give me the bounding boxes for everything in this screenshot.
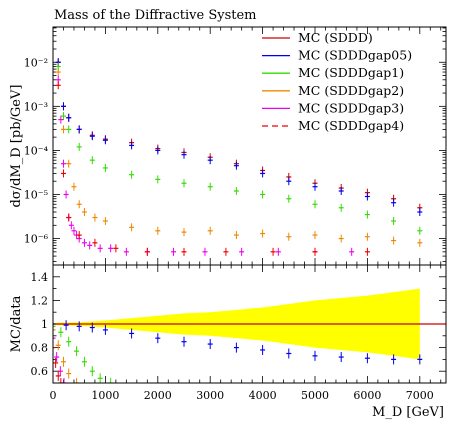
ratio-y-tick-labels: 0.6 0.8 1 1.2 1.4: [31, 271, 49, 378]
main-y-axis-label: dσ/dM_D [pb/GeV]: [9, 85, 24, 208]
x-tick-label: 2000: [144, 389, 172, 402]
series-mc-sddd-: [55, 58, 423, 212]
ratio-y-tick-label: 1.2: [31, 294, 49, 307]
ratio-y-axis-label: MC/data: [9, 295, 24, 352]
series-mc-sdddgap2-: [55, 68, 423, 247]
ratio-y-tick-label: 1.4: [31, 271, 49, 284]
x-tick-label: 3000: [196, 389, 224, 402]
ratio-series: [53, 319, 446, 383]
x-axis-label: M_D [GeV]: [372, 405, 444, 420]
series-mc-sdddgap4-: [55, 81, 370, 256]
y-tick-label: 10⁻⁶: [24, 233, 49, 246]
ratio-y-tick-label: 0.6: [31, 365, 49, 378]
y-tick-label: 10⁻⁵: [24, 188, 48, 201]
legend-label: MC (SDDDgap1): [298, 65, 404, 80]
ratio-plot-frame: [52, 264, 447, 384]
x-tick-label: 5000: [301, 389, 329, 402]
y-tick-label: 10⁻³: [24, 100, 48, 113]
chart-title: Mass of the Diffractive System: [54, 8, 257, 23]
legend-label: MC (SDDDgap3): [298, 100, 404, 115]
series-mc-sdddgap05-: [55, 58, 423, 217]
ratio-y-tick-label: 1: [41, 318, 48, 331]
x-tick-label: 1000: [91, 389, 119, 402]
series-mc-sdddgap1-: [55, 62, 423, 235]
legend: MC (SDDD) MC (SDDDgap05) MC (SDDDgap1) MC (…: [262, 30, 412, 133]
legend-label: MC (SDDDgap2): [298, 83, 404, 98]
ratio-mc-sdddgap1-: [53, 321, 114, 383]
ratio-mc-sdddgap2-: [53, 324, 80, 383]
x-tick-label: 4000: [249, 389, 277, 402]
main-y-tick-labels: 10⁻² 10⁻³ 10⁻⁴ 10⁻⁵ 10⁻⁶: [24, 56, 49, 245]
main-plot-series: [55, 58, 423, 256]
ratio-mc-sdddgap4-: [53, 342, 64, 383]
y-tick-label: 10⁻⁴: [24, 144, 49, 157]
x-tick-label: 0: [50, 389, 57, 402]
y-tick-label: 10⁻²: [24, 56, 48, 69]
ratio-y-tick-label: 0.8: [31, 342, 49, 355]
legend-label: MC (SDDD): [298, 30, 373, 45]
main-plot-frame: [52, 26, 447, 266]
x-tick-label: 6000: [353, 389, 381, 402]
series-mc-sdddgap3-: [55, 75, 355, 256]
x-tick-label: 7000: [406, 389, 434, 402]
main-plot-ticks: [52, 27, 446, 384]
legend-label: MC (SDDDgap05): [298, 48, 412, 63]
ratio-mc-sdddgap05-: [53, 319, 423, 365]
x-tick-labels: 0 1000 2000 3000 4000 5000 6000 7000: [50, 389, 434, 402]
legend-label: MC (SDDDgap4): [298, 118, 404, 133]
